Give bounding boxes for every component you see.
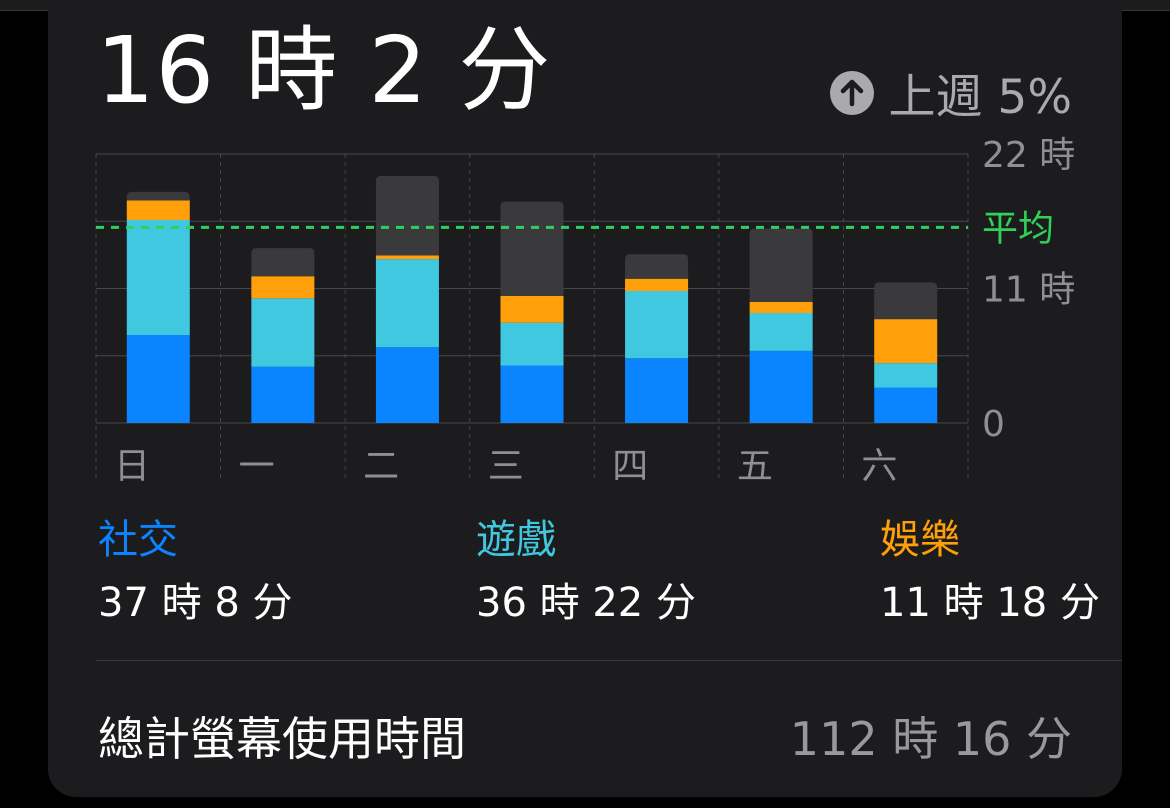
bar-segment-other bbox=[126, 191, 190, 201]
bar-segment-entertainment bbox=[749, 301, 813, 313]
bar-segment-other bbox=[749, 228, 813, 302]
bar-segment-other bbox=[375, 176, 439, 256]
x-tick-label: 日 bbox=[114, 446, 150, 487]
bar-segment-social bbox=[251, 366, 315, 423]
bar-segment-entertainment bbox=[625, 278, 689, 291]
average-label: 平均 bbox=[982, 208, 1054, 249]
x-tick-label: 四 bbox=[612, 446, 648, 487]
bar-segment-social bbox=[874, 387, 938, 423]
legend-entertainment-value: 11 時 18 分 bbox=[880, 580, 1100, 626]
y-tick-label: 11 時 bbox=[982, 270, 1075, 311]
x-tick-label: 五 bbox=[737, 446, 773, 487]
bar-segment-games bbox=[749, 312, 813, 351]
bar-segment-social bbox=[625, 358, 689, 423]
legend-entertainment: 娛樂 11 時 18 分 bbox=[880, 516, 1100, 628]
daily-average-value: 16 時 2 分 bbox=[96, 17, 552, 124]
arrow-up-circle-icon bbox=[830, 70, 875, 115]
bar-segment-games bbox=[874, 363, 938, 388]
legend-entertainment-name: 娛樂 bbox=[880, 517, 960, 563]
bar-segment-social bbox=[126, 334, 190, 423]
y-tick-label: 22 時 bbox=[982, 135, 1075, 176]
bar-segment-games bbox=[625, 290, 689, 359]
legend-social-value: 37 時 8 分 bbox=[98, 580, 293, 626]
legend-games: 遊戲 36 時 22 分 bbox=[476, 516, 696, 628]
bar-segment-social bbox=[375, 347, 439, 423]
bar-segment-social bbox=[749, 350, 813, 423]
bar-segment-games bbox=[126, 220, 190, 335]
bar-segment-other bbox=[625, 254, 689, 279]
y-tick-label: 0 bbox=[982, 404, 1005, 445]
bar-segment-entertainment bbox=[251, 276, 315, 299]
bar-segment-games bbox=[375, 259, 439, 348]
bar-segment-entertainment bbox=[375, 255, 439, 260]
weekly-change: 上週 5% bbox=[830, 58, 1072, 127]
bar-segment-games bbox=[251, 298, 315, 367]
bar-segment-entertainment bbox=[500, 295, 564, 323]
legend-games-value: 36 時 22 分 bbox=[476, 580, 696, 626]
bar-segment-other bbox=[500, 201, 564, 296]
x-tick-label: 三 bbox=[488, 446, 524, 487]
screen-time-card: 16 時 2 分 上週 5% 社交 37 時 8 分 遊戲 36 時 22 分 … bbox=[48, 0, 1122, 797]
legend-games-name: 遊戲 bbox=[476, 517, 556, 563]
legend-social-name: 社交 bbox=[98, 517, 178, 563]
bar-segment-games bbox=[500, 322, 564, 366]
x-tick-label: 一 bbox=[239, 446, 275, 487]
total-screen-time-label: 總計螢幕使用時間 bbox=[98, 712, 466, 766]
bar-segment-other bbox=[251, 248, 315, 277]
bar-segment-entertainment bbox=[874, 319, 938, 364]
bar-segment-other bbox=[874, 282, 938, 320]
section-divider bbox=[96, 660, 1122, 661]
legend-social: 社交 37 時 8 分 bbox=[98, 516, 293, 628]
bar-segment-social bbox=[500, 365, 564, 423]
weekly-change-text: 上週 5% bbox=[888, 70, 1072, 125]
total-screen-time-value: 112 時 16 分 bbox=[789, 712, 1072, 766]
x-tick-label: 二 bbox=[363, 446, 399, 487]
bar-segment-entertainment bbox=[126, 200, 190, 221]
x-tick-label: 六 bbox=[861, 446, 897, 487]
